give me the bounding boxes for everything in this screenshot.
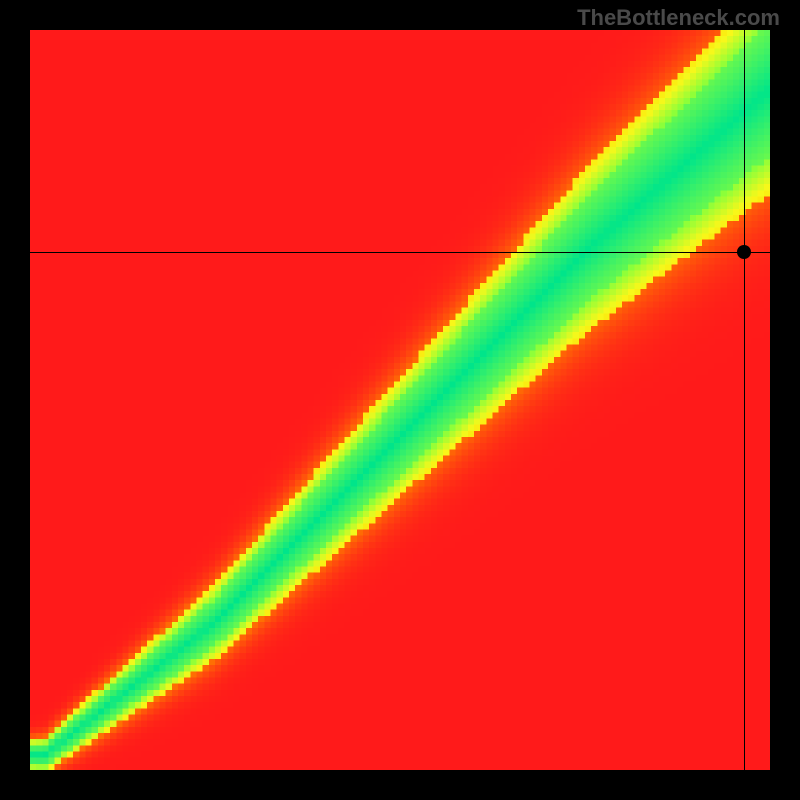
- crosshair-horizontal: [30, 252, 770, 253]
- watermark-text: TheBottleneck.com: [577, 5, 780, 31]
- selection-marker: [737, 245, 751, 259]
- crosshair-vertical: [744, 30, 745, 770]
- heatmap-canvas: [30, 30, 770, 770]
- bottleneck-heatmap-plot: [30, 30, 770, 770]
